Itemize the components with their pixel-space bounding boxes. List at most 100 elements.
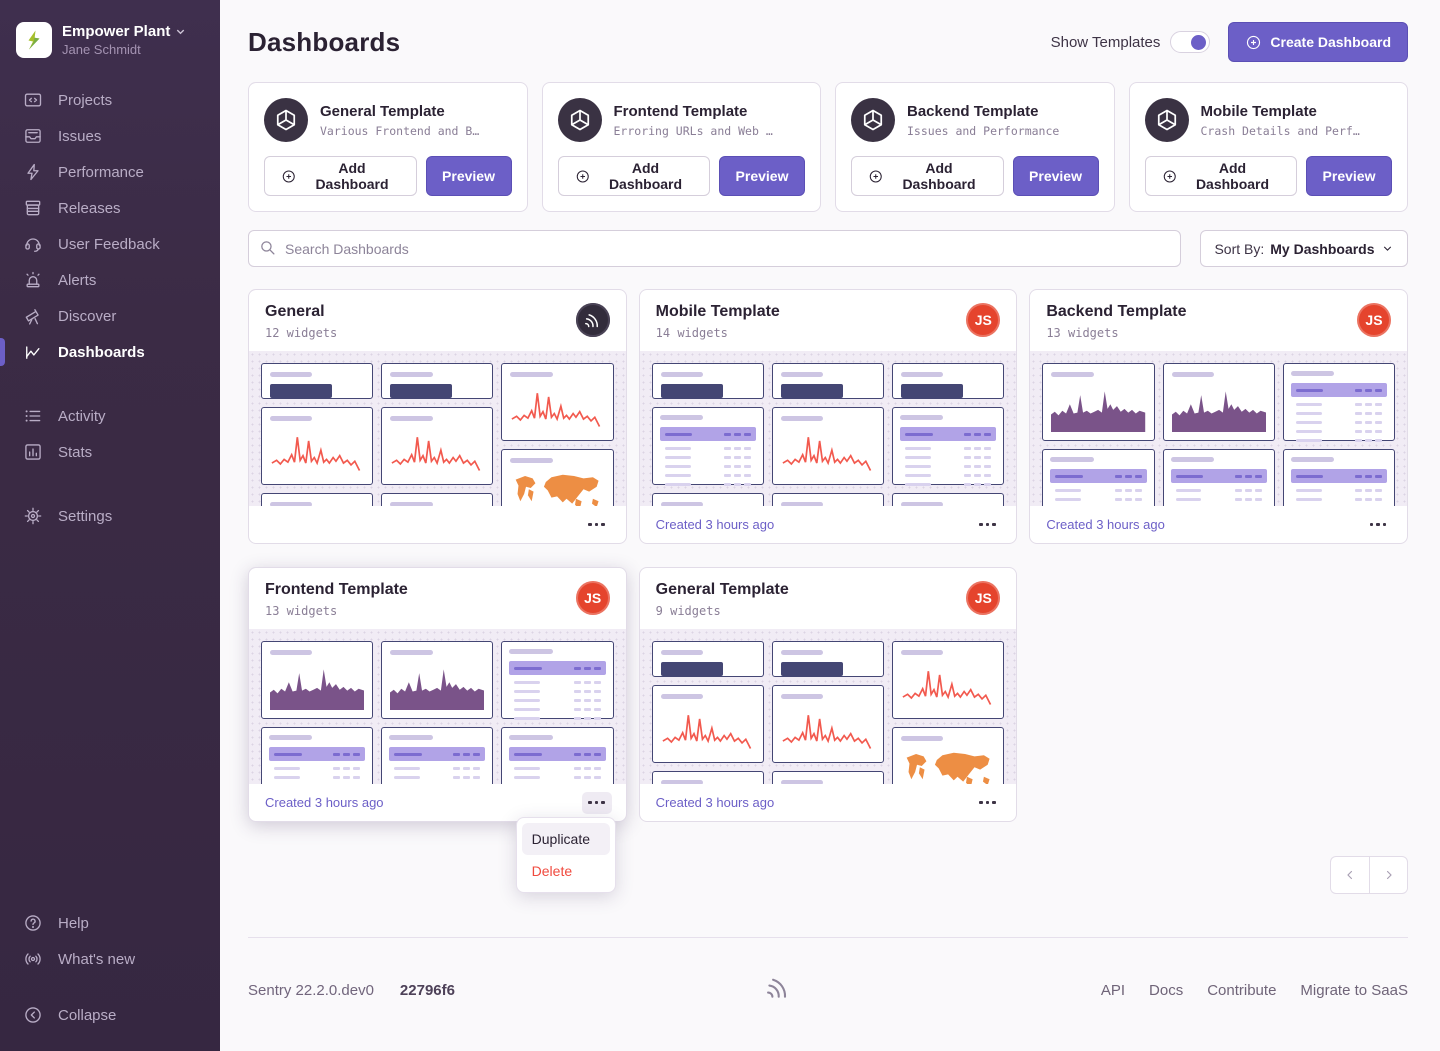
chevron-down-icon [177, 29, 185, 35]
card-options-button[interactable] [581, 791, 612, 814]
template-title: Frontend Template [613, 102, 748, 120]
dashboard-title: General [265, 303, 325, 320]
dashboard-preview[interactable] [1030, 351, 1407, 507]
widget-big-number [651, 771, 764, 785]
previous-page-button[interactable] [1330, 856, 1369, 894]
sidebar-nav: Projects Issues Performance Releases Use… [0, 82, 220, 534]
template-title: Mobile Template [1200, 102, 1317, 120]
widget-line-chart [261, 407, 374, 485]
sidebar-item-dashboards[interactable]: Dashboards [0, 334, 220, 370]
footer-link-migrate-to-saas[interactable]: Migrate to SaaS [1300, 982, 1408, 999]
add-dashboard-button[interactable]: Add Dashboard [851, 156, 1004, 196]
plus-circle-icon [1247, 35, 1261, 49]
card-options-button[interactable] [972, 514, 1002, 536]
template-cube-icon [851, 98, 895, 142]
preview-button[interactable]: Preview [1306, 156, 1392, 196]
dashboard-title: Backend Template [1046, 303, 1187, 320]
widget-area-chart [1162, 363, 1275, 441]
show-templates-toggle-row[interactable]: Show Templates [1051, 31, 1211, 53]
footer-link-docs[interactable]: Docs [1149, 982, 1184, 999]
sidebar-item-performance[interactable]: Performance [0, 154, 220, 190]
preview-button[interactable]: Preview [719, 156, 805, 196]
widget-table [651, 407, 764, 486]
add-dashboard-button[interactable]: Add Dashboard [264, 156, 417, 196]
add-dashboard-button[interactable]: Add Dashboard [1144, 156, 1297, 196]
sidebar-item-user-feedback[interactable]: User Feedback [0, 226, 220, 262]
sidebar-item-projects[interactable]: Projects [0, 82, 220, 118]
preview-button[interactable]: Preview [425, 156, 512, 196]
widget-area-chart [1042, 363, 1155, 441]
widget-big-number [381, 493, 494, 507]
sort-by-dropdown[interactable]: Sort By: My Dashboards [1200, 230, 1408, 267]
plus-circle-icon [282, 169, 295, 183]
widget-big-number [771, 493, 885, 507]
dashboard-card-header[interactable]: Mobile Template 14 widgets JS [640, 290, 1017, 351]
discover-icon [23, 306, 43, 326]
show-templates-toggle[interactable] [1170, 31, 1211, 53]
card-options-button[interactable] [1363, 514, 1393, 536]
collapse-icon [23, 1005, 43, 1025]
dashboard-widget-count: 12 widgets [265, 326, 338, 340]
footer-link-contribute[interactable]: Contribute [1207, 982, 1277, 999]
search-input[interactable] [248, 230, 1181, 267]
org-logo-icon [16, 22, 52, 58]
widget-table [1282, 363, 1395, 442]
chevron-down-icon [1383, 246, 1391, 251]
sidebar-item-issues[interactable]: Issues [0, 118, 220, 154]
footer-links: API Docs Contribute Migrate to SaaS [1101, 982, 1408, 999]
context-menu-item-duplicate[interactable]: Duplicate [521, 823, 610, 855]
dashboard-widget-count: 13 widgets [1046, 326, 1119, 340]
sidebar-item-settings[interactable]: Settings [0, 498, 220, 534]
dashboard-preview[interactable] [249, 351, 626, 507]
template-cards-row: General Template Various Frontend and Ba… [248, 82, 1408, 212]
created-label: Created 3 hours ago [1046, 517, 1165, 533]
pagination [248, 856, 1408, 894]
sidebar-item-activity[interactable]: Activity [0, 398, 220, 434]
sidebar-item-discover[interactable]: Discover [0, 298, 220, 334]
context-menu: Duplicate Delete [515, 817, 616, 893]
dashboard-preview[interactable] [249, 629, 626, 785]
template-card-mobile-template: Mobile Template Crash Details and Perfor… [1128, 82, 1408, 212]
dashboard-widget-count: 9 widgets [655, 604, 721, 618]
template-title: General Template [320, 102, 445, 120]
card-options-button[interactable] [582, 514, 612, 536]
dashboard-preview[interactable] [639, 629, 1017, 785]
dashboard-preview[interactable] [639, 351, 1017, 507]
activity-icon [23, 406, 43, 426]
preview-button[interactable]: Preview [1012, 156, 1099, 196]
sidebar-item-collapse[interactable]: Collapse [0, 997, 220, 1033]
dashboard-title: Mobile Template [655, 303, 780, 320]
footer-link-api[interactable]: API [1100, 982, 1126, 999]
dashboard-title: Frontend Template [265, 581, 408, 598]
card-options-button[interactable] [972, 792, 1002, 814]
widget-line-chart [501, 363, 614, 441]
org-name: Empower Plant [62, 23, 171, 40]
sidebar-item-stats[interactable]: Stats [0, 434, 220, 470]
sidebar-item-help[interactable]: Help [0, 905, 220, 941]
context-menu-item-delete[interactable]: Delete [531, 863, 573, 879]
dashboard-card-header[interactable]: Frontend Template 13 widgets JS [249, 568, 626, 629]
version-label: Sentry 22.2.0.dev0 [248, 982, 374, 999]
widget-big-number [651, 641, 764, 677]
sidebar-item-alerts[interactable]: Alerts [0, 262, 220, 298]
dashboard-card-header[interactable]: General 12 widgets [249, 290, 626, 351]
template-subtitle: Various Frontend and Back… [320, 123, 485, 138]
stats-icon [23, 442, 43, 462]
sidebar-bottom-nav: Help What's new Collapse [0, 905, 220, 1033]
widget-big-number [771, 641, 885, 677]
widget-big-number [771, 363, 885, 399]
widget-area-chart [261, 641, 374, 719]
issues-icon [23, 126, 43, 146]
alerts-icon [23, 270, 43, 290]
sidebar-item-releases[interactable]: Releases [0, 190, 220, 226]
org-switcher[interactable]: Empower Plant Jane Schmidt [0, 14, 220, 72]
create-dashboard-button[interactable]: Create Dashboard [1228, 22, 1408, 62]
search-box [248, 230, 1181, 267]
next-page-button[interactable] [1369, 856, 1408, 894]
dashboard-card-header[interactable]: General Template 9 widgets JS [640, 568, 1017, 629]
add-dashboard-button[interactable]: Add Dashboard [557, 156, 710, 196]
sidebar-item-what-s-new[interactable]: What's new [0, 941, 220, 977]
widget-big-number [651, 363, 764, 399]
dashboard-card-header[interactable]: Backend Template 13 widgets JS [1030, 290, 1407, 351]
sort-by-value: My Dashboards [1270, 240, 1375, 257]
